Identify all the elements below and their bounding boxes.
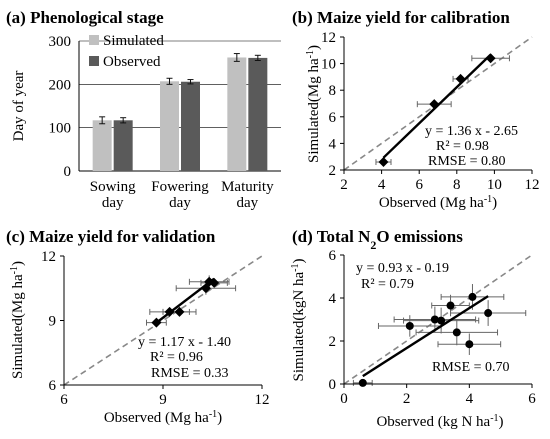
panel-d-title: (d) Total N2O emissions [292, 227, 463, 252]
panel-d-x-tick: 6 [528, 391, 536, 407]
panel-b-x-tick: 2 [340, 177, 348, 193]
panel-d-x-tick: 4 [466, 391, 474, 407]
legend-swatch-simulated [89, 35, 99, 45]
panel-b-y-tick: 4 [329, 136, 337, 152]
data-point-1 [164, 306, 175, 317]
panel-a-x-tick: day [102, 195, 124, 211]
panel-c-x-tick: 6 [60, 392, 68, 408]
panel-a-y-tick: 100 [49, 121, 72, 137]
panel-c-x-label: Observed (Mg ha-1) [104, 409, 222, 427]
bar-simulated-1 [160, 81, 179, 171]
panel-b-rmse: RMSE = 0.80 [428, 154, 506, 169]
panel-b-x-tick: 10 [487, 177, 502, 193]
panel-a: (a) Phenological stage 0 100 200 300 Sowing… [6, 8, 281, 211]
data-point-5 [209, 277, 220, 288]
panel-c-y-label: Simulated(Mg ha-1) [9, 261, 27, 379]
data-point-3 [437, 316, 446, 325]
legend-label-observed: Observed [103, 54, 161, 70]
panel-d-r2: R² = 0.79 [361, 277, 414, 292]
bar-observed-1 [181, 81, 200, 171]
panel-d-y-tick: 4 [329, 291, 337, 307]
panel-a-x-tick: day [169, 195, 191, 211]
panel-d-y-label: Simulated(kgN ha-1) [290, 259, 308, 382]
bar-observed-2 [248, 57, 268, 171]
panel-d-equation: y = 0.93 x - 0.19 [356, 261, 449, 276]
panel-b-x-tick: 4 [378, 177, 386, 193]
panel-d-x-tick: 2 [403, 391, 411, 407]
panel-b-x-label: Observed (Mg ha-1) [379, 194, 497, 212]
panel-b-y-tick: 6 [329, 110, 337, 126]
panel-b-y-tick: 10 [321, 57, 336, 73]
panel-b-x-tick: 6 [415, 177, 423, 193]
data-point-4 [446, 301, 455, 310]
panel-b-y-tick: 8 [329, 83, 337, 99]
panel-d-y-tick: 0 [329, 377, 337, 393]
bar-simulated-0 [92, 120, 112, 171]
panel-d-x-label: Observed (kg N ha-1) [376, 413, 503, 431]
bar-observed-0 [113, 120, 133, 171]
panel-c-y-tick: 6 [49, 378, 57, 394]
panel-b-y-tick: 2 [329, 163, 337, 179]
panel-d-regression-line [362, 295, 489, 378]
panel-c-x-tick: 9 [159, 392, 167, 408]
data-point-2 [455, 73, 466, 84]
panel-d-y-tick: 6 [329, 248, 337, 264]
data-point-8 [484, 309, 493, 318]
panel-a-legend: Simulated Observed [89, 33, 164, 70]
panel-c-r2: R² = 0.96 [150, 350, 203, 365]
panel-c-y-tick: 12 [41, 249, 56, 265]
panel-b-y-tick: 12 [321, 30, 336, 46]
panel-a-title: (a) Phenological stage [6, 8, 164, 27]
panel-b-title: (b) Maize yield for calibration [292, 8, 510, 27]
bar-simulated-2 [227, 57, 247, 171]
panel-d-y-tick: 2 [329, 334, 337, 350]
panel-b-x-tick: 8 [453, 177, 461, 193]
panel-a-x-tick: Sowing [90, 179, 136, 195]
data-point-1 [405, 321, 414, 330]
data-point-2 [430, 315, 439, 324]
panel-a-y-label: Day of year [11, 71, 27, 142]
panel-d-rmse: RMSE = 0.70 [432, 360, 510, 375]
data-point-3 [485, 53, 496, 64]
panel-c-title: (c) Maize yield for validation [6, 227, 216, 246]
data-point-5 [452, 328, 461, 337]
panel-a-y-tick: 200 [49, 77, 72, 93]
legend-label-simulated: Simulated [103, 33, 164, 49]
panel-b-r2: R² = 0.98 [436, 139, 489, 154]
panel-b-x-tick: 12 [525, 177, 540, 193]
data-point-7 [468, 292, 477, 301]
panel-c: (c) Maize yield for validation 6 9 126912 … [6, 227, 270, 426]
panel-a-y-tick: 300 [49, 34, 72, 50]
data-point-6 [465, 340, 474, 349]
panel-a-x-tick: Maturity [221, 179, 274, 195]
panel-c-y-tick: 9 [49, 314, 57, 330]
panel-c-rmse: RMSE = 0.33 [151, 366, 229, 381]
data-point-2 [174, 306, 185, 317]
panel-a-y-tick: 0 [64, 164, 72, 180]
panel-b-y-label: Simulated(Mg ha-1) [305, 45, 323, 163]
panel-b: (b) Maize yield for calibration 2 4 6 8 10 12… [292, 8, 540, 211]
data-point-1 [429, 99, 440, 110]
panel-a-x-tick: day [236, 195, 258, 211]
panel-d-x-tick: 0 [340, 391, 348, 407]
data-point-0 [358, 378, 367, 387]
panel-d: (d) Total N2O emissions 0 2 4 6 0 2 4 6 Observe… [290, 227, 537, 430]
panel-a-x-tick: Fowering [151, 179, 209, 195]
panel-c-equation: y = 1.17 x - 1.40 [138, 335, 231, 350]
panel-b-equation: y = 1.36 x - 2.65 [425, 124, 518, 139]
legend-swatch-observed [89, 56, 99, 66]
data-point-0 [378, 157, 389, 168]
data-point-0 [151, 317, 162, 328]
panel-c-x-tick: 12 [255, 392, 270, 408]
